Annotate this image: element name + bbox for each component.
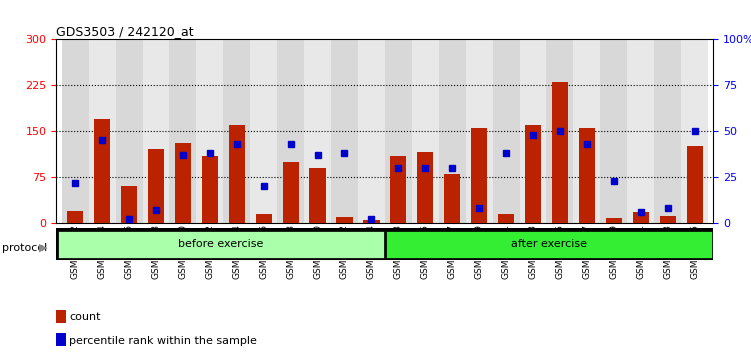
Bar: [418, 153, 433, 223]
Text: percentile rank within the sample: percentile rank within the sample: [70, 336, 258, 346]
Bar: [116, 39, 143, 223]
Bar: [277, 39, 304, 223]
Bar: [336, 217, 352, 223]
Text: count: count: [70, 312, 101, 322]
Bar: [686, 146, 703, 223]
Bar: [391, 155, 406, 223]
Bar: [547, 39, 574, 223]
Bar: [386, 231, 712, 258]
Bar: [654, 39, 681, 223]
Bar: [466, 39, 493, 223]
Bar: [148, 149, 164, 223]
Bar: [439, 39, 466, 223]
Bar: [309, 168, 326, 223]
Bar: [600, 39, 627, 223]
Bar: [412, 39, 439, 223]
Bar: [304, 39, 331, 223]
Bar: [94, 119, 110, 223]
Bar: [62, 39, 89, 223]
Bar: [579, 128, 595, 223]
Bar: [229, 125, 245, 223]
Text: ▶: ▶: [39, 243, 47, 253]
Bar: [681, 39, 708, 223]
Bar: [196, 39, 223, 223]
Bar: [67, 211, 83, 223]
Bar: [250, 39, 277, 223]
Text: GDS3503 / 242120_at: GDS3503 / 242120_at: [56, 25, 194, 38]
Bar: [255, 214, 272, 223]
Text: after exercise: after exercise: [511, 239, 587, 249]
Bar: [493, 39, 520, 223]
Bar: [363, 220, 379, 223]
Bar: [606, 218, 622, 223]
Bar: [58, 231, 384, 258]
Bar: [56, 333, 66, 346]
Bar: [170, 39, 196, 223]
Bar: [520, 39, 547, 223]
Bar: [498, 214, 514, 223]
Bar: [202, 155, 218, 223]
Text: protocol: protocol: [2, 243, 47, 253]
Bar: [331, 39, 358, 223]
Bar: [56, 310, 66, 323]
Text: before exercise: before exercise: [178, 239, 264, 249]
Bar: [223, 39, 250, 223]
Bar: [385, 39, 412, 223]
Bar: [121, 186, 137, 223]
Bar: [627, 39, 654, 223]
Bar: [552, 82, 568, 223]
Bar: [574, 39, 600, 223]
Bar: [444, 174, 460, 223]
Bar: [143, 39, 170, 223]
Bar: [358, 39, 385, 223]
Bar: [471, 128, 487, 223]
Bar: [175, 143, 191, 223]
Bar: [659, 216, 676, 223]
Bar: [282, 162, 299, 223]
Bar: [89, 39, 116, 223]
Bar: [525, 125, 541, 223]
Bar: [632, 212, 649, 223]
